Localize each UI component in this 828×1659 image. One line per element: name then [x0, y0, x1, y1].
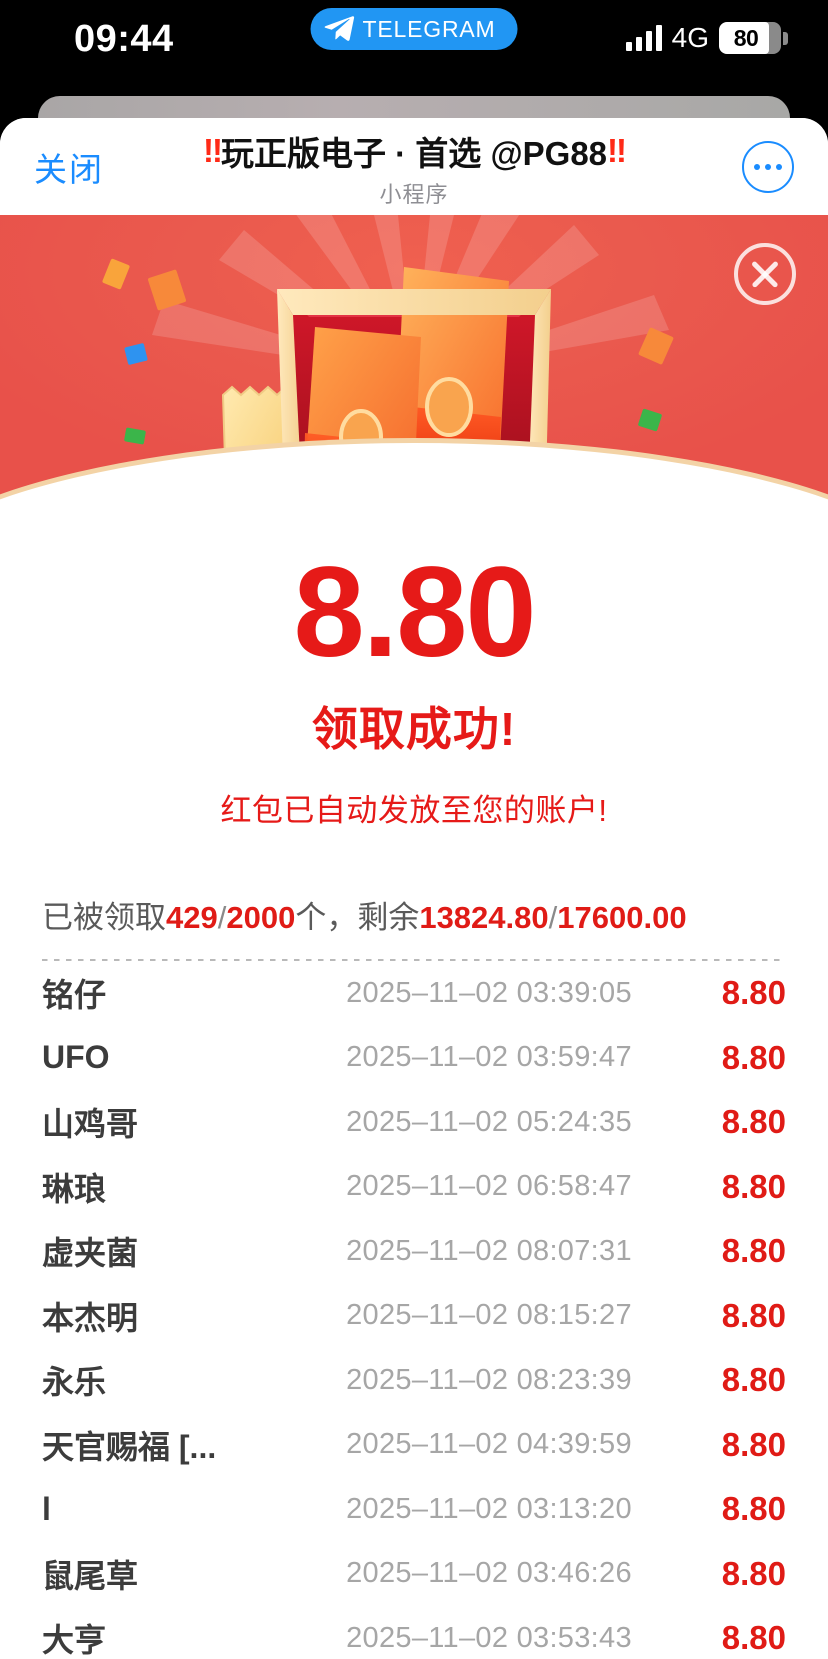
battery-percent-label: 80 — [733, 24, 759, 51]
claimer-name: 琳琅 — [42, 1170, 107, 1207]
claim-timestamp: 2025–11–02 08:23:39 — [346, 1363, 632, 1396]
remaining-separator: / — [548, 900, 558, 935]
close-sheet-button[interactable]: 关闭 — [34, 150, 104, 188]
table-row[interactable]: 鼠尾草 2025–11–02 03:46:26 8.80 — [42, 1542, 786, 1607]
table-row[interactable]: 本杰明 2025–11–02 08:15:27 8.80 — [42, 1284, 786, 1349]
claimer-name: 大亨 — [42, 1622, 107, 1659]
claim-timestamp: 2025–11–02 03:13:20 — [346, 1492, 632, 1525]
claimer-name: 本杰明 — [42, 1299, 139, 1336]
claim-amount: 8.80 — [721, 1425, 786, 1463]
result-block: 8.80 领取成功! 红包已自动发放至您的账户! — [0, 515, 828, 830]
claim-list[interactable]: 铭仔 2025–11–02 03:39:05 8.80 UFO 2025–11–02 0… — [0, 961, 828, 1659]
telegram-app-label: TELEGRAM — [362, 15, 496, 42]
claimer-name: 虚夹菌 — [42, 1235, 139, 1272]
double-exclamation-icon: ‼ — [203, 131, 223, 169]
status-bar: 09:44 TELEGRAM 4G 80 — [0, 0, 828, 110]
claim-timestamp: 2025–11–02 08:15:27 — [346, 1299, 632, 1332]
claim-amount: 8.80 — [721, 1490, 786, 1528]
table-row[interactable]: 天官赐福 [... 2025–11–02 04:39:59 8.80 — [42, 1413, 786, 1478]
cellular-bars-icon — [625, 25, 662, 51]
amount-value: 8.80 — [293, 541, 536, 684]
network-type-label: 4G — [671, 22, 709, 53]
mini-program-header: 关闭 ‼ 玩正版电子 · 首选 @PG88 ‼ 小程序 — [0, 118, 828, 215]
claim-amount: 8.80 — [721, 974, 786, 1012]
claim-timestamp: 2025–11–02 06:58:47 — [346, 1170, 632, 1203]
remaining-amount: 13824.80 — [419, 900, 549, 935]
close-circle-icon[interactable] — [734, 243, 796, 305]
telegram-app-pill[interactable]: TELEGRAM — [310, 8, 518, 50]
table-row[interactable]: 琳琅 2025–11–02 06:58:47 8.80 — [42, 1155, 786, 1220]
claimer-name: l — [42, 1490, 51, 1527]
remain-prefix-label: 剩余 — [357, 900, 420, 935]
claim-amount: 8.80 — [721, 1296, 786, 1334]
more-options-icon[interactable] — [742, 140, 794, 193]
claim-amount: 8.80 — [721, 1232, 786, 1270]
claimed-prefix-label: 已被领取 — [42, 900, 166, 935]
header-title-group: ‼ 玩正版电子 · 首选 @PG88 ‼ 小程序 — [203, 127, 627, 209]
claim-timestamp: 2025–11–02 03:39:05 — [346, 976, 632, 1009]
page-subtitle: 小程序 — [379, 181, 449, 207]
claim-amount: 8.80 — [721, 1103, 786, 1141]
claim-amount: 8.80 — [721, 1619, 786, 1657]
claimer-name: 铭仔 — [42, 977, 107, 1014]
claimed-unit-label: 个， — [295, 900, 358, 935]
table-row[interactable]: UFO 2025–11–02 03:59:47 8.80 — [42, 1026, 786, 1091]
auto-credit-note: 红包已自动发放至您的账户! — [220, 793, 608, 828]
claim-amount: 8.80 — [721, 1038, 786, 1076]
mini-program-sheet: 关闭 ‼ 玩正版电子 · 首选 @PG88 ‼ 小程序 — [0, 118, 828, 1659]
battery-icon: 80 — [719, 22, 788, 54]
claim-timestamp: 2025–11–02 08:07:31 — [346, 1234, 632, 1267]
table-row[interactable]: 虚夹菌 2025–11–02 08:07:31 8.80 — [42, 1219, 786, 1284]
telegram-plane-icon — [324, 16, 355, 42]
claim-status-text: 领取成功! — [311, 703, 517, 755]
claim-timestamp: 2025–11–02 04:39:59 — [346, 1428, 632, 1461]
claim-timestamp: 2025–11–02 03:46:26 — [346, 1557, 632, 1590]
claimer-name: 鼠尾草 — [42, 1557, 139, 1594]
page-title: ‼ 玩正版电子 · 首选 @PG88 ‼ — [203, 127, 627, 175]
claimer-name: 山鸡哥 — [42, 1106, 139, 1143]
claim-amount: 8.80 — [721, 1361, 786, 1399]
claim-timestamp: 2025–11–02 03:53:43 — [346, 1621, 632, 1654]
claim-amount: 8.80 — [721, 1554, 786, 1592]
claimer-name: 天官赐福 [... — [42, 1428, 217, 1465]
red-packet-hero-banner — [0, 215, 828, 515]
claimer-name: UFO — [42, 1039, 110, 1076]
claimed-total: 2000 — [226, 900, 296, 935]
claim-timestamp: 2025–11–02 05:24:35 — [346, 1105, 632, 1138]
claim-stats-line: 已被领取429/2000个，剩余13824.80/17600.00 — [42, 892, 786, 937]
claimed-count: 429 — [166, 900, 218, 935]
status-bar-clock: 09:44 — [74, 18, 174, 60]
page-title-text: 玩正版电子 · 首选 @PG88 — [220, 134, 608, 172]
table-row[interactable]: 大亨 2025–11–02 03:53:43 8.80 — [42, 1606, 786, 1659]
double-exclamation-icon: ‼ — [607, 131, 627, 169]
table-row[interactable]: 铭仔 2025–11–02 03:39:05 8.80 — [42, 961, 786, 1026]
remaining-total: 17600.00 — [557, 900, 687, 935]
claim-timestamp: 2025–11–02 03:59:47 — [346, 1041, 632, 1074]
dashed-divider — [42, 959, 786, 961]
claim-amount: 8.80 — [721, 1167, 786, 1205]
status-bar-indicators: 4G 80 — [625, 22, 788, 54]
table-row[interactable]: 山鸡哥 2025–11–02 05:24:35 8.80 — [42, 1090, 786, 1155]
table-row[interactable]: 永乐 2025–11–02 08:23:39 8.80 — [42, 1348, 786, 1413]
claimer-name: 永乐 — [42, 1364, 107, 1401]
table-row[interactable]: l 2025–11–02 03:13:20 8.80 — [42, 1477, 786, 1542]
claimed-separator: / — [217, 900, 227, 935]
